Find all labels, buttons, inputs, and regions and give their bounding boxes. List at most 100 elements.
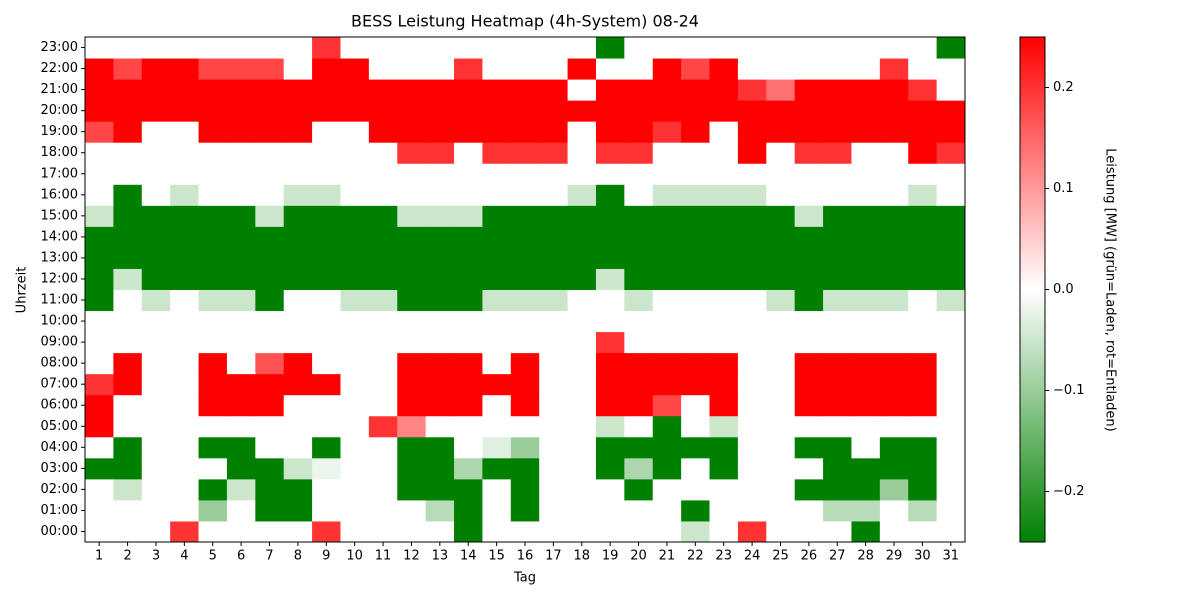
heatmap-cell bbox=[567, 499, 597, 522]
heatmap-cell bbox=[908, 436, 938, 459]
heatmap-cell bbox=[312, 142, 341, 164]
y-tick-label: 04:00 bbox=[41, 440, 78, 455]
heatmap-cell bbox=[85, 394, 114, 417]
heatmap-cell bbox=[141, 478, 171, 501]
y-tick-label: 22:00 bbox=[41, 61, 78, 76]
heatmap-cell bbox=[113, 58, 143, 80]
heatmap-cell bbox=[823, 247, 852, 269]
heatmap-cell bbox=[539, 478, 569, 501]
heatmap-cell bbox=[482, 457, 512, 480]
heatmap-cell bbox=[312, 226, 341, 248]
heatmap-cell bbox=[823, 352, 852, 375]
heatmap-cell bbox=[794, 205, 824, 227]
heatmap-cell bbox=[454, 478, 483, 501]
y-tick-label: 11:00 bbox=[41, 293, 78, 308]
heatmap-cell bbox=[454, 520, 483, 543]
heatmap-cell bbox=[879, 436, 909, 459]
x-tick-label: 15 bbox=[488, 549, 505, 564]
heatmap-cell bbox=[823, 205, 852, 227]
heatmap-cell bbox=[567, 520, 597, 543]
heatmap-cell bbox=[198, 352, 228, 375]
heatmap-cell bbox=[226, 394, 256, 417]
heatmap-cell bbox=[85, 499, 114, 522]
heatmap-cell bbox=[652, 520, 682, 543]
heatmap-cell bbox=[368, 289, 398, 312]
heatmap-cell bbox=[851, 310, 881, 333]
heatmap-cell bbox=[340, 121, 370, 143]
y-tick-label: 19:00 bbox=[41, 124, 78, 139]
heatmap-cell bbox=[539, 205, 569, 227]
heatmap-cell bbox=[567, 184, 597, 206]
heatmap-cell bbox=[340, 394, 370, 417]
heatmap-cell bbox=[198, 373, 228, 396]
heatmap-cell bbox=[482, 247, 512, 269]
heatmap-cell bbox=[936, 142, 966, 164]
heatmap-cell bbox=[681, 373, 711, 396]
heatmap-cell bbox=[823, 373, 852, 396]
heatmap-cell bbox=[908, 37, 938, 59]
heatmap-cell bbox=[681, 457, 711, 480]
heatmap-cell bbox=[624, 520, 654, 543]
x-tick-label: 2 bbox=[123, 549, 131, 564]
heatmap-cell bbox=[368, 499, 398, 522]
heatmap-cell bbox=[425, 247, 455, 269]
heatmap-cell bbox=[255, 37, 285, 59]
heatmap-cell bbox=[624, 352, 654, 375]
heatmap-cell bbox=[624, 184, 654, 206]
heatmap-cell bbox=[425, 415, 455, 438]
heatmap-cell bbox=[595, 205, 625, 227]
heatmap-cell bbox=[624, 247, 654, 269]
heatmap-cell bbox=[539, 520, 569, 543]
heatmap-cell bbox=[539, 457, 569, 480]
heatmap-cell bbox=[936, 205, 966, 227]
heatmap-cell bbox=[454, 310, 483, 333]
heatmap-cell bbox=[851, 205, 881, 227]
heatmap-cell bbox=[595, 226, 625, 248]
heatmap-cell bbox=[312, 289, 341, 312]
heatmap-cell bbox=[113, 310, 143, 333]
heatmap-cell bbox=[879, 373, 909, 396]
heatmap-cell bbox=[397, 289, 427, 312]
heatmap-cell bbox=[539, 331, 569, 354]
heatmap-cell bbox=[340, 247, 370, 269]
heatmap-cell bbox=[794, 331, 824, 354]
heatmap-cell bbox=[681, 331, 711, 354]
heatmap-cell bbox=[425, 79, 455, 101]
heatmap-cell bbox=[368, 100, 398, 122]
heatmap-cell bbox=[113, 226, 143, 248]
heatmap-cell bbox=[255, 184, 285, 206]
heatmap-cell bbox=[510, 58, 540, 80]
heatmap-cell bbox=[226, 205, 256, 227]
heatmap-cell bbox=[397, 394, 427, 417]
heatmap-cell bbox=[255, 247, 285, 269]
y-tick-label: 00:00 bbox=[41, 524, 78, 539]
heatmap-cell bbox=[823, 163, 852, 185]
heatmap-cell bbox=[368, 247, 398, 269]
heatmap-cell bbox=[85, 142, 114, 164]
heatmap-cell bbox=[709, 373, 739, 396]
heatmap-cell bbox=[766, 457, 796, 480]
heatmap-cell bbox=[141, 310, 171, 333]
y-tick-label: 02:00 bbox=[41, 482, 78, 497]
heatmap-cell bbox=[397, 142, 427, 164]
heatmap-cell bbox=[567, 436, 597, 459]
heatmap-cell bbox=[652, 268, 682, 290]
heatmap-cell bbox=[908, 289, 938, 312]
heatmap-cell bbox=[766, 499, 796, 522]
heatmap-cell bbox=[823, 457, 852, 480]
heatmap-cell bbox=[482, 268, 512, 290]
heatmap-cell bbox=[425, 436, 455, 459]
heatmap-cell bbox=[681, 37, 711, 59]
heatmap-cell bbox=[595, 58, 625, 80]
heatmap-cell bbox=[539, 184, 569, 206]
heatmap-cell bbox=[113, 268, 143, 290]
heatmap-cell bbox=[539, 37, 569, 59]
heatmap-cell bbox=[510, 478, 540, 501]
heatmap-cell bbox=[454, 58, 483, 80]
heatmap-cell bbox=[198, 142, 228, 164]
heatmap-cell bbox=[510, 373, 540, 396]
heatmap-cell bbox=[681, 436, 711, 459]
x-tick-label: 17 bbox=[545, 549, 562, 564]
heatmap-cell bbox=[368, 331, 398, 354]
heatmap-cell bbox=[312, 79, 341, 101]
